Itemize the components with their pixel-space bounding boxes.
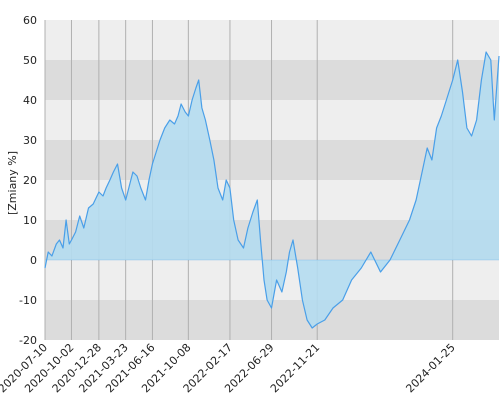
y-tick-label: -20 [19,334,37,347]
y-tick-label: 20 [23,174,37,187]
x-tick-label: 2022-11-21 [268,341,322,395]
y-tick-label: 40 [23,94,37,107]
x-axis-tick-labels: 2020-07-102020-10-022020-12-282021-03-23… [0,341,458,395]
area-fill [45,52,499,328]
y-tick-label: -10 [19,294,37,307]
y-axis-label: [Zmiany %] [6,151,19,215]
y-tick-label: 30 [23,134,37,147]
x-tick-label: 2024-01-25 [403,341,457,395]
y-tick-label: 10 [23,214,37,227]
series-line [44,51,500,329]
y-tick-label: 60 [23,14,37,27]
y-tick-label: 50 [23,54,37,67]
y-axis-tick-labels: -20 -10 0 10 20 30 40 50 60 [19,14,37,347]
y-tick-label: 0 [30,254,37,267]
